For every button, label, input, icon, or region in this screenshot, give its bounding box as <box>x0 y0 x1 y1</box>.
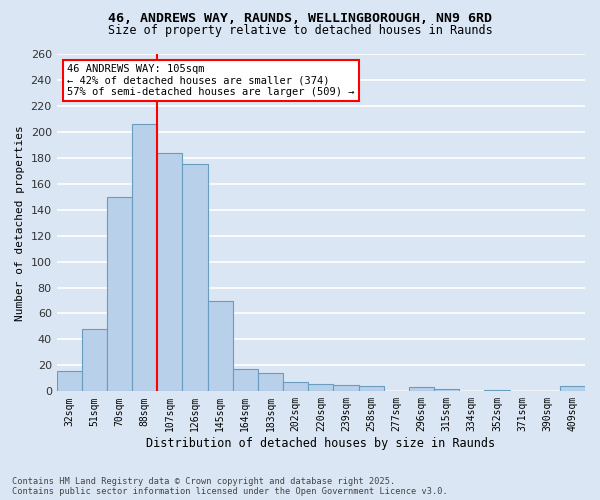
Text: Contains HM Land Registry data © Crown copyright and database right 2025.
Contai: Contains HM Land Registry data © Crown c… <box>12 476 448 496</box>
Bar <box>434 388 459 392</box>
Bar <box>208 300 233 392</box>
Bar <box>132 124 157 392</box>
Text: Size of property relative to detached houses in Raunds: Size of property relative to detached ho… <box>107 24 493 37</box>
Bar <box>359 386 384 392</box>
Bar <box>157 152 182 392</box>
Bar <box>484 390 509 392</box>
Bar <box>258 373 283 392</box>
Bar <box>409 388 434 392</box>
X-axis label: Distribution of detached houses by size in Raunds: Distribution of detached houses by size … <box>146 437 496 450</box>
Text: 46 ANDREWS WAY: 105sqm
← 42% of detached houses are smaller (374)
57% of semi-de: 46 ANDREWS WAY: 105sqm ← 42% of detached… <box>67 64 355 98</box>
Y-axis label: Number of detached properties: Number of detached properties <box>15 125 25 320</box>
Bar <box>182 164 208 392</box>
Bar <box>107 196 132 392</box>
Bar <box>560 386 585 392</box>
Bar <box>334 385 359 392</box>
Text: 46, ANDREWS WAY, RAUNDS, WELLINGBOROUGH, NN9 6RD: 46, ANDREWS WAY, RAUNDS, WELLINGBOROUGH,… <box>108 12 492 26</box>
Bar <box>56 370 82 392</box>
Bar <box>308 384 334 392</box>
Bar <box>82 329 107 392</box>
Bar <box>233 370 258 392</box>
Bar <box>283 382 308 392</box>
